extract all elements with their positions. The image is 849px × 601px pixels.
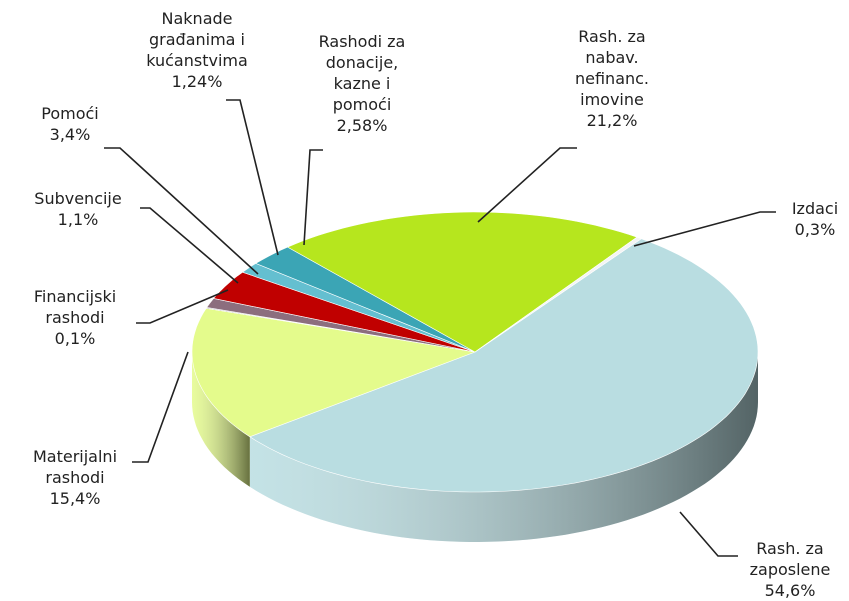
- slice-name: Subvencije: [34, 189, 122, 208]
- leader-line: [226, 99, 279, 256]
- slice-value: 21,2%: [586, 111, 638, 130]
- slice-name: Financijski rashodi: [33, 287, 117, 327]
- leader-line: [136, 289, 229, 324]
- slice-value: 2,58%: [336, 116, 388, 135]
- slice: [249, 238, 759, 493]
- leader-line: [679, 511, 738, 557]
- slice-side-shade: [249, 352, 759, 542]
- slice-value: 0,1%: [54, 329, 96, 348]
- slice-name: Rash. za nabav. nefinanc. imovine: [574, 27, 650, 109]
- slice-label: Financijski rashodi 0,1%: [34, 286, 116, 349]
- slice-label: Subvencije 1,1%: [34, 188, 121, 230]
- slice-label: Izdaci 0,3%: [792, 198, 838, 240]
- slice-value: 1,1%: [57, 210, 99, 229]
- slice-label: Rashodi za donacije, kazne i pomoći 2,58%: [319, 31, 406, 136]
- leader-line: [633, 211, 776, 247]
- slice-value: 0,3%: [794, 220, 836, 239]
- slice-name: Rashodi za donacije, kazne i pomoći: [318, 32, 406, 114]
- slice: [255, 246, 476, 353]
- leader-line: [140, 207, 239, 284]
- slice-value: 15,4%: [49, 489, 101, 508]
- slice-name: Rash. za zaposlene: [749, 539, 831, 579]
- slice-name: Izdaci: [791, 199, 839, 218]
- slice-value: 1,24%: [171, 72, 223, 91]
- slice: [191, 307, 477, 438]
- slice-value: 54,6%: [764, 581, 816, 600]
- slice: [213, 271, 476, 353]
- page: {"chart_data": {"type": "pie3d", "catego…: [32, 8, 839, 600]
- slice-label: Rash. za zaposlene 54,6%: [750, 538, 831, 601]
- slice-label: Materijalni rashodi 15,4%: [33, 446, 117, 509]
- slice-label: Rash. za nabav. nefinanc. imovine 21,2%: [575, 26, 649, 131]
- leader-line: [104, 147, 259, 275]
- slice-name: Naknade građanima i kućanstvima: [146, 9, 248, 70]
- slice-label: Naknade građanima i kućanstvima 1,24%: [146, 8, 248, 92]
- slice-name: Pomoći: [41, 104, 99, 123]
- leader-line: [477, 147, 577, 223]
- slice: [474, 236, 642, 353]
- slice-name: Materijalni rashodi: [32, 447, 118, 487]
- slice: [286, 211, 638, 353]
- slice-value: 3,4%: [49, 125, 91, 144]
- chart: [104, 99, 776, 557]
- slice-label: Pomoći 3,4%: [41, 103, 98, 145]
- leader-line: [132, 351, 189, 463]
- leader-line: [303, 149, 323, 246]
- slice-side-shade: [192, 352, 250, 487]
